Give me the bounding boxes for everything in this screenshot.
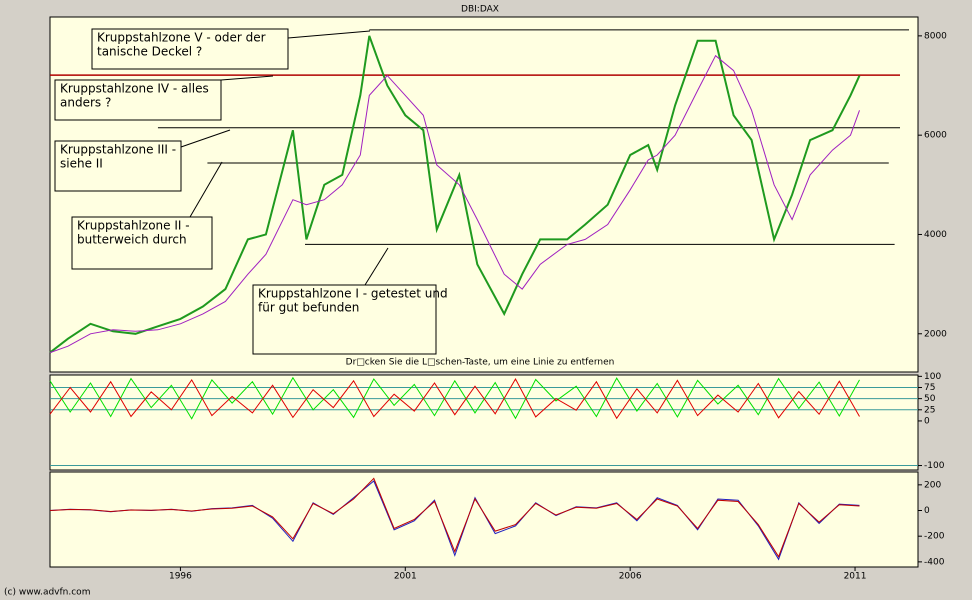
annotation-box <box>54 79 222 121</box>
annotation-text: Kruppstahlzone III - <box>60 143 176 157</box>
annotation-text: tanische Deckel ? <box>97 45 202 59</box>
y-tick-label: 0 <box>924 506 930 516</box>
plot-area <box>49 471 919 568</box>
y-tick-label: 100 <box>924 372 941 382</box>
y-tick-label: -100 <box>924 461 945 471</box>
x-tick-label: 2001 <box>394 572 417 582</box>
y-tick-label: 25 <box>924 405 935 415</box>
series-line <box>49 376 860 420</box>
x-tick-label: 2006 <box>619 572 642 582</box>
chart-title: DBI:DAX <box>461 5 499 15</box>
y-tick-label: -400 <box>924 557 945 567</box>
series-line <box>49 377 860 420</box>
hint-note: Dr□cken Sie die L□schen-Taste, um eine L… <box>346 358 615 368</box>
series-line <box>49 54 860 354</box>
y-tick-label: 200 <box>924 480 941 490</box>
y-tick-label: 75 <box>924 383 935 393</box>
y-tick-label: -200 <box>924 532 945 542</box>
footer: (c) www.advfn.com <box>4 588 90 598</box>
y-tick-label: 50 <box>924 394 936 404</box>
annotation-text: butterweich durch <box>77 233 187 247</box>
annotation-box <box>91 28 289 70</box>
x-tick-label: 2011 <box>844 572 867 582</box>
annotation-box <box>71 216 213 270</box>
plot-area <box>49 374 919 471</box>
series-line <box>49 35 861 354</box>
annotation-connector <box>220 75 274 81</box>
y-tick-label: 6000 <box>924 131 947 141</box>
y-tick-label: 2000 <box>924 329 947 339</box>
y-tick-label: 4000 <box>924 230 947 240</box>
annotation-connector <box>180 129 231 148</box>
annotation-text: Kruppstahlzone IV - alles <box>60 82 209 96</box>
y-tick-label: 8000 <box>924 31 947 41</box>
annotation-connector <box>189 161 223 218</box>
annotation-text: Kruppstahlzone V - oder der <box>97 31 266 45</box>
y-tick-label: 0 <box>924 416 930 426</box>
x-tick-label: 1996 <box>169 572 192 582</box>
annotation-text: Kruppstahlzone I - getestet und <box>258 287 448 301</box>
annotation-text: siehe II <box>60 157 103 171</box>
annotation-connector <box>287 30 371 39</box>
annotation-text: anders ? <box>60 96 111 110</box>
annotation-box <box>252 284 437 355</box>
annotation-text: Kruppstahlzone II - <box>77 219 190 233</box>
annotation-text: für gut befunden <box>258 301 359 315</box>
series-line <box>49 477 860 558</box>
annotation-connector <box>364 247 389 286</box>
plot-area <box>49 16 919 373</box>
annotation-box <box>54 140 182 192</box>
